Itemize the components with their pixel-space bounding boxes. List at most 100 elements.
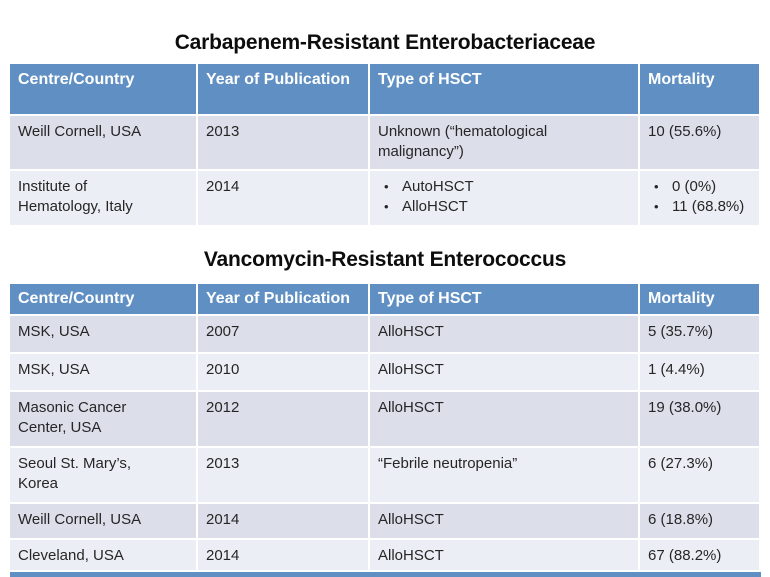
bullet-icon: • (654, 179, 659, 194)
column-header: Centre/Country (10, 64, 196, 114)
cell-text-line: Unknown (“hematological (378, 123, 548, 140)
cell-text-line: 67 (88.2%) (648, 547, 722, 565)
table-row: Masonic Cancer Center, USA 2012 AlloHSCT 19 … (10, 392, 759, 447)
table-cell: Unknown (“hematological malignancy”) (370, 116, 638, 169)
bullet-list-item: • AlloHSCT (378, 197, 630, 217)
cell-text-line: 10 (55.6%) (648, 123, 722, 140)
table-cell: Cleveland, USA (10, 540, 196, 571)
column-header: Centre/Country (10, 284, 196, 315)
column-header: Type of HSCT (370, 64, 638, 114)
table-cell: 2013 (198, 448, 368, 503)
cell-text-line: 1 (4.4%) (648, 361, 705, 379)
cell-text-line: Weill Cornell, USA (18, 123, 142, 140)
cell-text-line: 6 (27.3%) (648, 455, 714, 473)
bullet-list-item: • 11 (68.8%) (648, 197, 751, 217)
cell-text-line: 2014 (206, 511, 240, 529)
cell-text-line: Institute of (18, 178, 88, 195)
cell-text-line: AlloHSCT (378, 399, 444, 417)
table-row: MSK, USA 2007 AlloHSCT 5 (35.7%) (10, 316, 759, 353)
table-cell: 6 (18.8%) (640, 504, 759, 539)
bullet-item-text: AlloHSCT (402, 197, 468, 215)
bullet-item-text: AutoHSCT (402, 178, 474, 195)
table-cell: 1 (4.4%) (640, 354, 759, 391)
table-cell: 6 (27.3%) (640, 448, 759, 503)
table-cell: AlloHSCT (370, 392, 638, 447)
cell-text-line: “Febrile neutropenia” (378, 455, 518, 473)
cell-text-line: Cleveland, USA (18, 547, 124, 565)
table-cell: AlloHSCT (370, 540, 638, 571)
column-header: Mortality (640, 284, 759, 315)
table-cell: Seoul St. Mary’s, Korea (10, 448, 196, 503)
vancomycin-table: Centre/Country Year of Publication Type of… (8, 282, 761, 572)
column-header: Type of HSCT (370, 284, 638, 315)
cell-text-line: 5 (35.7%) (648, 323, 714, 341)
cell-text-line: 2014 (206, 178, 240, 195)
cell-text-line: AlloHSCT (378, 511, 444, 529)
cell-text-line: Center, USA (18, 418, 102, 436)
bullet-icon: • (384, 198, 389, 214)
cell-text-line: MSK, USA (18, 323, 90, 341)
bullet-icon: • (654, 198, 659, 214)
cell-text-line: Masonic Cancer (18, 399, 127, 417)
table-cell: AlloHSCT (370, 316, 638, 353)
table-cell: MSK, USA (10, 316, 196, 353)
cell-text-line: 2014 (206, 547, 240, 565)
table-cell: 2014 (198, 171, 368, 225)
header-row: Centre/Country Year of Publication Type of… (10, 64, 759, 114)
table-cell: 19 (38.0%) (640, 392, 759, 447)
column-header: Year of Publication (198, 284, 368, 315)
table-cell: • AutoHSCT • AlloHSCT (370, 171, 638, 225)
table-cell: • 0 (0%) • 11 (68.8%) (640, 171, 759, 225)
table-cell: AlloHSCT (370, 504, 638, 539)
cell-text-line: 6 (18.8%) (648, 511, 714, 529)
bullet-icon: • (384, 179, 389, 194)
bullet-item-text: 11 (68.8%) (672, 197, 745, 215)
table-row: Seoul St. Mary’s, Korea 2013 “Febrile neutr… (10, 448, 759, 503)
cell-text-line: Weill Cornell, USA (18, 511, 142, 529)
cell-text-line: Hematology, Italy (18, 197, 133, 215)
cell-text-line: AlloHSCT (378, 547, 444, 565)
table-cell: Institute of Hematology, Italy (10, 171, 196, 225)
column-header: Year of Publication (198, 64, 368, 114)
cell-text-line: 2010 (206, 361, 240, 379)
table-cell: 2010 (198, 354, 368, 391)
table-cell: 2012 (198, 392, 368, 447)
cell-text-line: 2013 (206, 123, 240, 140)
table-cell: 10 (55.6%) (640, 116, 759, 169)
table-row: Weill Cornell, USA 2013 Unknown (“hematolo… (10, 116, 759, 169)
cell-text-line: Korea (18, 474, 59, 492)
bullet-item-text: 0 (0%) (672, 178, 717, 195)
table-cell: 2014 (198, 540, 368, 571)
header-row: Centre/Country Year of Publication Type of… (10, 284, 759, 315)
table-cell: 5 (35.7%) (640, 316, 759, 353)
table-row: Institute of Hematology, Italy 2014 • AutoHS… (10, 171, 759, 225)
table-row: MSK, USA 2010 AlloHSCT 1 (4.4%) (10, 354, 759, 391)
cutoff-next-table-header-strip (10, 572, 761, 577)
table-row: Weill Cornell, USA 2014 AlloHSCT 6 (18.8%) (10, 504, 759, 539)
table-cell: 2007 (198, 316, 368, 353)
table-cell: AlloHSCT (370, 354, 638, 391)
table-cell: 67 (88.2%) (640, 540, 759, 571)
cell-text-line: malignancy”) (378, 142, 464, 160)
cell-text-line: 2013 (206, 455, 240, 473)
cell-text-line: AlloHSCT (378, 361, 444, 379)
column-header: Mortality (640, 64, 759, 114)
table-cell: Masonic Cancer Center, USA (10, 392, 196, 447)
table-row: Cleveland, USA 2014 AlloHSCT 67 (88.2%) (10, 540, 759, 571)
table-cell: Weill Cornell, USA (10, 504, 196, 539)
cell-text-line: 2007 (206, 323, 240, 341)
bullet-list-item: • AutoHSCT (378, 177, 630, 197)
table-cell: MSK, USA (10, 354, 196, 391)
table-title-carbapenem: Carbapenem-Resistant Enterobacteriaceae (174, 31, 596, 54)
table-cell: 2014 (198, 504, 368, 539)
table-cell: “Febrile neutropenia” (370, 448, 638, 503)
cell-text-line: 19 (38.0%) (648, 399, 722, 417)
cell-text-line: AlloHSCT (378, 323, 444, 341)
table-cell: 2013 (198, 116, 368, 169)
table-cell: Weill Cornell, USA (10, 116, 196, 169)
bullet-list-item: • 0 (0%) (648, 177, 751, 197)
cell-text-line: 2012 (206, 399, 240, 417)
carbapenem-table: Centre/Country Year of Publication Type of… (8, 62, 761, 227)
cell-text-line: MSK, USA (18, 361, 90, 379)
